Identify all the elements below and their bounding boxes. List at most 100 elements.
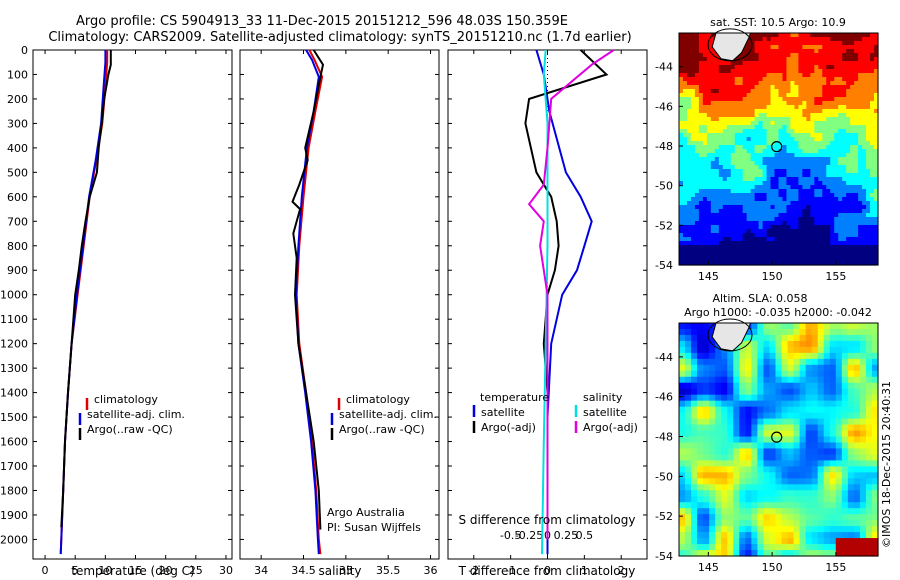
- map-cell: [793, 400, 801, 408]
- map-cell: [810, 177, 815, 182]
- map-cell: [838, 125, 843, 130]
- map-cell: [790, 157, 796, 162]
- map-cell: [690, 185, 696, 190]
- map-cell: [775, 502, 783, 509]
- map-cell: [754, 69, 760, 74]
- map-cell: [862, 113, 867, 118]
- map-cell: [874, 253, 879, 258]
- map-cell: [694, 257, 700, 262]
- map-cell: [811, 334, 819, 342]
- map-cell: [858, 221, 863, 226]
- map-cell: [798, 177, 803, 182]
- map-cell: [690, 205, 696, 210]
- map-cell: [805, 472, 813, 479]
- map-cell: [751, 532, 758, 539]
- map-cell: [679, 205, 684, 210]
- map-cell: [810, 121, 815, 126]
- map-cell: [810, 145, 815, 150]
- map-cell: [682, 165, 688, 170]
- map-cell: [847, 430, 855, 438]
- map-cell: [739, 382, 746, 390]
- map-cell: [698, 65, 704, 70]
- map-cell: [826, 249, 831, 254]
- map-cell: [786, 133, 792, 138]
- map-cell: [835, 334, 843, 342]
- map-cell: [830, 121, 835, 126]
- map-cell: [710, 125, 716, 130]
- map-cell: [798, 33, 803, 38]
- map-cell: [730, 97, 736, 102]
- map-cell: [818, 129, 823, 134]
- map-cell: [686, 201, 692, 206]
- map-cell: [799, 472, 807, 479]
- map-cell: [770, 45, 776, 50]
- map-cell: [690, 49, 696, 54]
- map-cell: [757, 340, 765, 348]
- map-cell: [750, 257, 756, 262]
- map-cell: [799, 358, 807, 366]
- map-cell: [798, 213, 803, 218]
- map-cell: [734, 241, 740, 246]
- map-cell: [742, 213, 748, 218]
- map-cell: [810, 65, 815, 70]
- map-cell: [758, 217, 764, 222]
- map-cell: [814, 33, 819, 38]
- map-cell: [733, 538, 740, 545]
- map-cell: [823, 340, 831, 348]
- map-cell: [742, 241, 748, 246]
- map-cell: [742, 73, 748, 78]
- map-cell: [722, 201, 728, 206]
- map-cell: [762, 41, 768, 46]
- map-cell: [733, 442, 740, 450]
- map-cell: [858, 149, 863, 154]
- map-cell: [866, 181, 871, 186]
- map-cell: [770, 97, 776, 102]
- map-cell: [733, 454, 740, 462]
- map-cell: [810, 85, 815, 90]
- map-cell: [810, 189, 815, 194]
- map-cell: [842, 69, 847, 74]
- map-cell: [703, 460, 710, 467]
- map-cell: [814, 121, 819, 126]
- map-cell: [698, 73, 704, 78]
- series-line-1: [524, 49, 609, 540]
- map-cell: [794, 109, 799, 114]
- map-cell: [835, 538, 843, 545]
- map-cell: [714, 213, 720, 218]
- map-cell: [781, 412, 789, 420]
- map-cell: [733, 370, 740, 378]
- x-tick-label: 20: [159, 564, 173, 577]
- map-cell: [786, 89, 792, 94]
- map-cell: [722, 133, 728, 138]
- map-cell: [750, 53, 756, 58]
- map-cell: [758, 105, 764, 110]
- map-cell: [826, 121, 831, 126]
- map-cell: [822, 117, 827, 122]
- map-cell: [842, 229, 847, 234]
- map-cell: [818, 245, 823, 250]
- map-cell: [734, 125, 740, 130]
- map-cell: [738, 53, 744, 58]
- map-cell: [778, 97, 784, 102]
- map-cell: [750, 245, 756, 250]
- map-cell: [686, 73, 692, 78]
- map-cell: [770, 201, 776, 206]
- map-cell: [854, 101, 859, 106]
- map-cell: [817, 514, 825, 521]
- map-cell: [838, 137, 843, 142]
- map-cell: [709, 484, 716, 491]
- map-cell: [866, 149, 871, 154]
- map-cell: [794, 133, 799, 138]
- map-cell: [793, 472, 801, 479]
- map-cell: [758, 81, 764, 86]
- map-cell: [838, 213, 843, 218]
- map-cell: [734, 157, 740, 162]
- map-cell: [682, 145, 688, 150]
- map-cell: [798, 257, 803, 262]
- map-cell: [738, 137, 744, 142]
- map-cell: [770, 121, 776, 126]
- map-cell: [806, 181, 811, 186]
- map-cell: [738, 249, 744, 254]
- map-cell: [758, 181, 764, 186]
- map-cell: [722, 245, 728, 250]
